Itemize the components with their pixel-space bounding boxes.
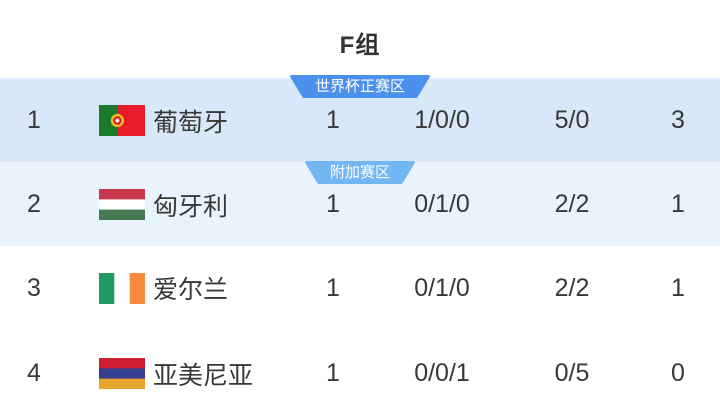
win-draw-loss: 0/0/1 bbox=[414, 359, 470, 387]
goals-for-against: 2/2 bbox=[554, 190, 590, 218]
hungary-flag-icon bbox=[99, 189, 145, 220]
armenia-flag-icon bbox=[99, 358, 145, 389]
played-count: 1 bbox=[326, 190, 340, 218]
team-name: 匈牙利 bbox=[153, 192, 229, 221]
team-name: 爱尔兰 bbox=[153, 276, 229, 304]
standings-table: 世界杯正赛区 1 葡萄牙 1 1/0/0 5/0 3 附加赛区 2 bbox=[0, 78, 720, 417]
win-draw-loss: 0/1/0 bbox=[414, 190, 470, 218]
group-title: F组 bbox=[339, 31, 381, 59]
ireland-flag-icon bbox=[99, 272, 145, 304]
win-draw-loss: 0/1/0 bbox=[414, 273, 470, 302]
team-name: 葡萄牙 bbox=[153, 108, 229, 137]
zone-badge-playoff: 附加赛区 bbox=[304, 161, 416, 184]
table-row-portugal[interactable]: 世界杯正赛区 1 葡萄牙 1 1/0/0 5/0 3 bbox=[0, 78, 720, 162]
team-name: 亚美尼亚 bbox=[153, 361, 254, 390]
table-row-hungary[interactable]: 附加赛区 2 匈牙利 1 0/1/0 2/2 1 bbox=[0, 162, 720, 246]
rank: 1 bbox=[27, 106, 41, 134]
goals-for-against: 5/0 bbox=[554, 106, 590, 134]
points: 1 bbox=[671, 190, 685, 218]
rank: 4 bbox=[27, 359, 41, 387]
rank: 2 bbox=[27, 190, 41, 218]
played-count: 1 bbox=[326, 273, 340, 302]
win-draw-loss: 1/0/0 bbox=[414, 106, 470, 134]
points: 0 bbox=[671, 359, 685, 387]
played-count: 1 bbox=[326, 359, 340, 387]
rank: 3 bbox=[27, 273, 41, 302]
title-bar: F组 bbox=[0, 0, 720, 78]
played-count: 1 bbox=[326, 106, 340, 134]
goals-for-against: 2/2 bbox=[554, 273, 590, 302]
portugal-flag-icon bbox=[99, 105, 145, 136]
table-row-ireland[interactable]: 3 爱尔兰 1 0/1/0 2/2 1 bbox=[0, 246, 720, 330]
table-row-armenia[interactable]: 4 亚美尼亚 1 0/0/1 0/5 0 bbox=[0, 330, 720, 417]
points: 1 bbox=[671, 273, 685, 302]
zone-badge-worldcup: 世界杯正赛区 bbox=[289, 75, 431, 98]
goals-for-against: 0/5 bbox=[554, 359, 590, 387]
points: 3 bbox=[671, 106, 685, 134]
